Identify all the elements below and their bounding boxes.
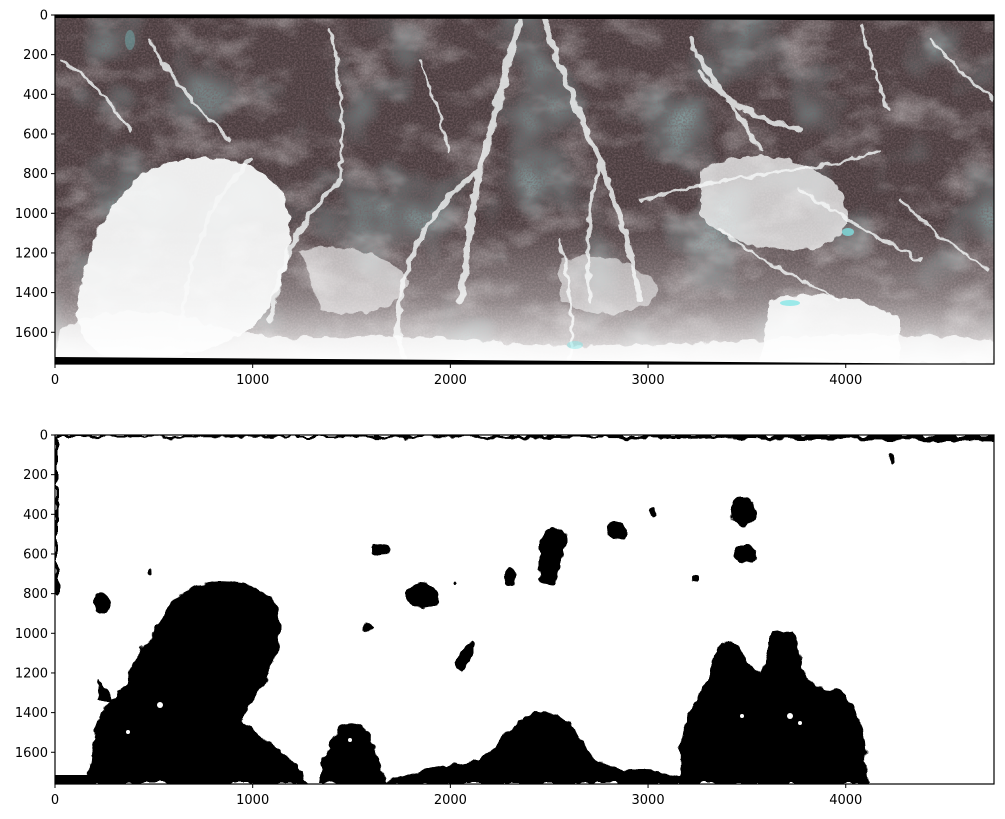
bottom-y-tick-label: 1200 [15, 666, 48, 681]
bottom-x-tick-label: 3000 [632, 793, 665, 808]
bottom-image-panel: 0 1000 2000 3000 4000 0 200 400 600 800 1000 1200 14… [15, 429, 995, 809]
bottom-y-tick-label: 1000 [15, 627, 48, 642]
top-y-tick-label: 800 [23, 167, 48, 182]
top-x-tick-label: 3000 [632, 373, 665, 388]
bottom-y-tick-label: 600 [23, 547, 48, 562]
top-y-tick-label: 1400 [15, 286, 48, 301]
top-y-tick-label: 1200 [15, 246, 48, 261]
bottom-y-tick-label: 200 [23, 468, 48, 483]
bottom-y-tick-label: 400 [23, 508, 48, 523]
top-axes-frame [54, 14, 995, 365]
bottom-x-tick-label: 0 [51, 793, 59, 808]
bottom-y-tick-label: 800 [23, 587, 48, 602]
top-x-tick-label: 4000 [829, 373, 862, 388]
bottom-y-tick-label: 0 [40, 429, 48, 444]
bottom-x-tick-label: 2000 [434, 793, 467, 808]
top-y-tick-label: 600 [23, 127, 48, 142]
bottom-x-tick-label: 4000 [829, 793, 862, 808]
bottom-axes-ticks: 0 1000 2000 3000 4000 0 200 400 600 800 1000 1200 14… [15, 429, 862, 809]
top-y-tick-label: 1600 [15, 326, 48, 341]
binary-mask-image [55, 435, 994, 784]
bottom-axes-frame [54, 434, 995, 785]
top-y-tick-label: 0 [40, 9, 48, 24]
bottom-y-tick-label: 1400 [15, 706, 48, 721]
top-x-tick-label: 1000 [236, 373, 269, 388]
top-axes-ticks: 0 1000 2000 3000 4000 0 200 400 600 800 1000 1200 14… [15, 9, 862, 389]
top-y-tick-label: 400 [23, 88, 48, 103]
rgb-composite-image [55, 15, 994, 364]
top-image-panel: 0 1000 2000 3000 4000 0 200 400 600 800 1000 1200 14… [15, 9, 995, 389]
top-x-tick-label: 0 [51, 373, 59, 388]
bottom-x-tick-label: 1000 [236, 793, 269, 808]
top-x-tick-label: 2000 [434, 373, 467, 388]
top-y-tick-label: 200 [23, 48, 48, 63]
bottom-y-tick-label: 1600 [15, 746, 48, 761]
top-y-tick-label: 1000 [15, 207, 48, 222]
